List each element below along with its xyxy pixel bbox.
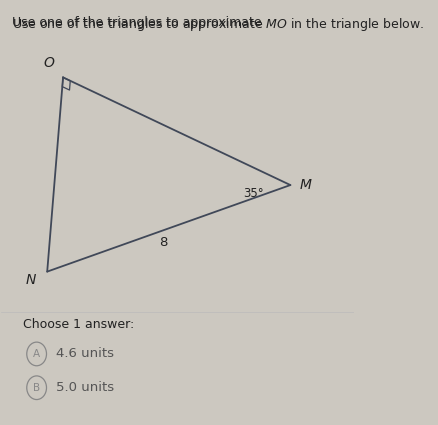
Text: 8: 8 bbox=[159, 235, 168, 249]
Text: B: B bbox=[33, 383, 40, 393]
Text: A: A bbox=[33, 349, 40, 359]
Text: 35°: 35° bbox=[243, 187, 264, 200]
Text: $O$: $O$ bbox=[43, 56, 55, 70]
Text: Use one of the triangles to approximate $MO$ in the triangle below.: Use one of the triangles to approximate … bbox=[12, 16, 424, 33]
Text: $N$: $N$ bbox=[25, 273, 37, 287]
Text: Choose 1 answer:: Choose 1 answer: bbox=[22, 318, 134, 331]
Text: 5.0 units: 5.0 units bbox=[56, 381, 114, 394]
Text: $M$: $M$ bbox=[300, 178, 313, 192]
Text: Use one of the triangles to approximate: Use one of the triangles to approximate bbox=[12, 16, 265, 29]
Text: 4.6 units: 4.6 units bbox=[56, 348, 114, 360]
